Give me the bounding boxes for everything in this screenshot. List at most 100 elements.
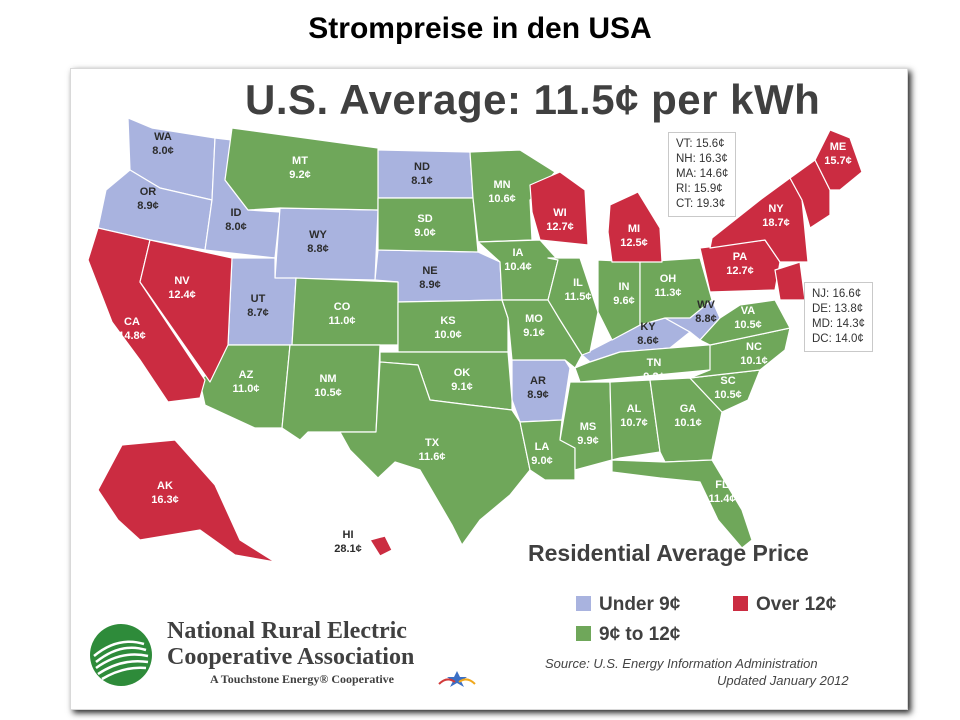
price-TX: 11.6¢ — [419, 451, 446, 463]
label-IL: IL — [573, 277, 583, 289]
label-MO: MO — [525, 313, 543, 325]
state-FL — [611, 459, 753, 549]
state-labels: WA 8.0¢ OR 8.9¢ CA 14.8¢ NV 12.4¢ ID 8.0… — [118, 131, 852, 555]
price-IA: 10.4¢ — [504, 261, 532, 273]
price-NY: 18.7¢ — [762, 217, 790, 229]
label-AK: AK — [157, 480, 173, 492]
label-WY: WY — [309, 229, 327, 241]
label-ND: ND — [414, 161, 430, 173]
price-SC: 10.5¢ — [714, 389, 742, 401]
price-GA: 10.1¢ — [674, 417, 702, 429]
label-MS: MS — [580, 421, 597, 433]
callout-line: RI: 15.9¢ — [676, 183, 723, 195]
legend-under: Under 9¢ — [576, 594, 680, 616]
price-AL: 10.7¢ — [620, 417, 648, 429]
nreca-logo-icon — [90, 624, 152, 686]
label-ME: ME — [830, 141, 847, 153]
price-PA: 12.7¢ — [726, 265, 754, 277]
state-NV — [139, 239, 233, 383]
legend-mid-label: 9¢ to 12¢ — [599, 624, 681, 645]
legend-swatch-over — [733, 596, 748, 611]
label-NE: NE — [422, 265, 437, 277]
label-OR: OR — [140, 186, 157, 198]
label-ID: ID — [231, 207, 242, 219]
label-IN: IN — [619, 281, 630, 293]
price-CO: 11.0¢ — [329, 315, 356, 327]
callout-new-england: VT: 15.6¢ NH: 16.3¢ MA: 14.6¢ RI: 15.9¢ … — [668, 132, 737, 217]
state-MT — [224, 127, 379, 211]
price-MS: 9.9¢ — [577, 435, 598, 447]
label-CO: CO — [334, 301, 351, 313]
label-VA: VA — [741, 305, 756, 317]
price-VA: 10.5¢ — [734, 319, 762, 331]
price-AK: 16.3¢ — [151, 494, 179, 506]
updated-text: Updated January 2012 — [717, 673, 849, 688]
price-WV: 8.8¢ — [695, 313, 716, 325]
price-NC: 10.1¢ — [740, 355, 768, 367]
label-KY: KY — [640, 321, 656, 333]
label-MN: MN — [493, 179, 510, 191]
state-AL — [609, 379, 661, 461]
price-OH: 11.3¢ — [655, 287, 682, 299]
price-IN: 9.6¢ — [613, 295, 634, 307]
label-SC: SC — [720, 375, 735, 387]
label-NC: NC — [746, 341, 762, 353]
legend-swatch-under — [576, 596, 591, 611]
callout-line: NJ: 16.6¢ — [812, 288, 862, 300]
callout-line: MD: 14.3¢ — [812, 318, 866, 330]
price-WA: 8.0¢ — [152, 145, 173, 157]
label-UT: UT — [251, 293, 266, 305]
price-KS: 10.0¢ — [434, 329, 462, 341]
legend-title: Residential Average Price — [528, 540, 809, 566]
label-WV: WV — [697, 299, 715, 311]
price-KY: 8.6¢ — [637, 335, 658, 347]
state-OR — [97, 169, 213, 251]
label-NV: NV — [174, 275, 190, 287]
price-SD: 9.0¢ — [414, 227, 435, 239]
legend-mid: 9¢ to 12¢ — [576, 624, 680, 646]
label-AL: AL — [627, 403, 642, 415]
state-MI — [607, 191, 663, 263]
source-note: Source: U.S. Energy Information Administ… — [545, 655, 849, 689]
state-WI — [529, 171, 589, 246]
org-name-line1: National Rural Electric — [167, 618, 407, 644]
label-OH: OH — [660, 273, 677, 285]
state-ME — [814, 129, 863, 191]
us-average-headline: U.S. Average: 11.5¢ per kWh — [245, 76, 821, 123]
callout-line: DE: 13.8¢ — [812, 303, 864, 315]
state-HI — [369, 535, 393, 557]
state-MN — [469, 149, 556, 243]
price-UT: 8.7¢ — [247, 307, 268, 319]
legend-under-label: Under 9¢ — [599, 594, 681, 615]
label-KS: KS — [440, 315, 455, 327]
label-AZ: AZ — [239, 369, 254, 381]
legend-swatch-mid — [576, 626, 591, 641]
price-WY: 8.8¢ — [307, 243, 328, 255]
price-LA: 9.0¢ — [531, 455, 552, 467]
label-LA: LA — [535, 441, 550, 453]
callout-line: DC: 14.0¢ — [812, 333, 864, 345]
label-FL: FL — [715, 479, 729, 491]
label-TX: TX — [425, 437, 440, 449]
label-IA: IA — [513, 247, 524, 259]
price-TN: 9.2¢ — [643, 371, 664, 383]
callout-line: NH: 16.3¢ — [676, 153, 728, 165]
state-TN — [574, 343, 721, 383]
label-PA: PA — [733, 251, 748, 263]
label-NM: NM — [319, 373, 336, 385]
callout-line: CT: 19.3¢ — [676, 198, 726, 210]
label-WA: WA — [154, 131, 172, 143]
price-MO: 9.1¢ — [523, 327, 544, 339]
price-HI: 28.1¢ — [334, 543, 362, 555]
label-AR: AR — [530, 375, 546, 387]
label-TN: TN — [647, 357, 662, 369]
callout-line: MA: 14.6¢ — [676, 168, 729, 180]
state-NY — [709, 177, 809, 263]
state-AK — [97, 439, 276, 563]
price-IL: 11.5¢ — [565, 291, 592, 303]
state-NM — [281, 344, 381, 441]
state-VA — [699, 299, 791, 346]
label-GA: GA — [680, 403, 697, 415]
label-WI: WI — [553, 207, 566, 219]
